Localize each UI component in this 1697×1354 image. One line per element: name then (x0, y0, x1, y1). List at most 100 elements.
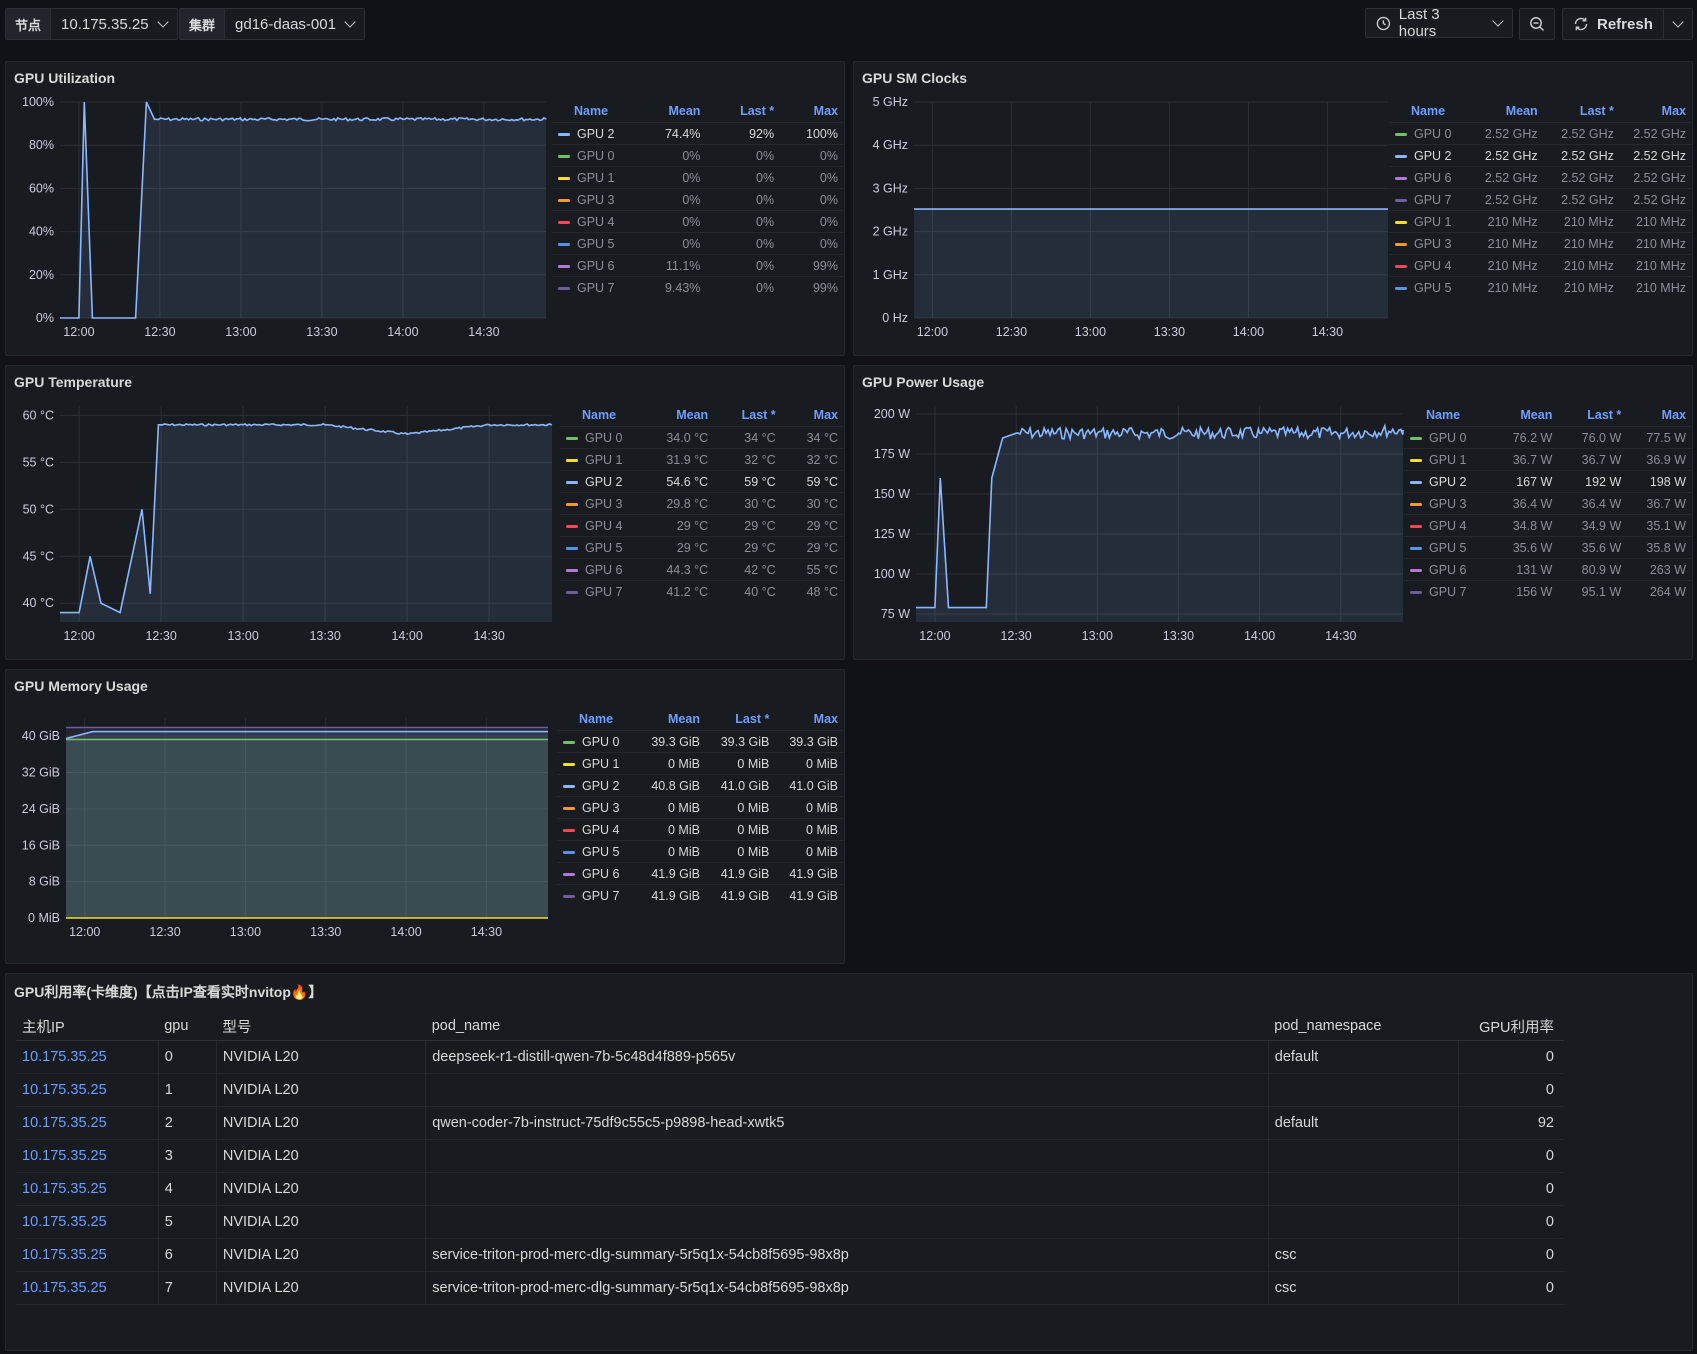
legend-header-last[interactable]: Last * (741, 408, 776, 422)
legend-row[interactable]: GPU 4 210 MHz 210 MHz 210 MHz (1389, 254, 1692, 277)
legend-row[interactable]: GPU 3 210 MHz 210 MHz 210 MHz (1389, 232, 1692, 255)
legend-header-last[interactable]: Last * (740, 104, 775, 118)
host-ip-link[interactable]: 10.175.35.25 (16, 1172, 159, 1206)
legend-row[interactable]: GPU 2 2.52 GHz 2.52 GHz 2.52 GHz (1389, 144, 1692, 167)
legend-header-name[interactable]: Name (1426, 408, 1461, 422)
panel-gpu-utilization[interactable]: GPU Utilization 100% 80% 60% 40% 20% 0% 12:00 1… (5, 61, 845, 356)
host-ip-link[interactable]: 10.175.35.25 (16, 1238, 159, 1272)
legend-row[interactable]: GPU 0 39.3 GiB 39.3 GiB 39.3 GiB (557, 730, 844, 753)
legend-row[interactable]: GPU 5 29 °C 29 °C 29 °C (560, 536, 844, 559)
column-header[interactable]: pod_name (425, 1012, 1269, 1041)
legend-row[interactable]: GPU 0 76.2 W 76.0 W 77.5 W (1404, 426, 1692, 449)
legend-header-name[interactable]: Name (574, 104, 609, 118)
column-header[interactable]: 型号 (216, 1012, 426, 1041)
legend-max-value: 2.52 GHz (1619, 122, 1692, 145)
legend-header-mean[interactable]: Mean (676, 408, 709, 422)
chart-gpu-sm-clocks[interactable]: 5 GHz 4 GHz 3 GHz 2 GHz 1 GHz 0 Hz 12:00 12:30 1… (862, 95, 1388, 340)
legend-header-last[interactable]: Last * (735, 712, 770, 726)
legend-max-value: 0% (780, 144, 844, 167)
legend-row[interactable]: GPU 4 29 °C 29 °C 29 °C (560, 514, 844, 537)
column-header[interactable]: GPU利用率 (1458, 1012, 1564, 1041)
legend-header-mean[interactable]: Mean (1505, 104, 1538, 118)
panel-title: GPU利用率(卡维度)【点击IP查看实时nvitop🔥】 (14, 984, 323, 1000)
legend-row[interactable]: GPU 2 74.4% 92% 100% (552, 122, 844, 145)
legend-row[interactable]: GPU 1 210 MHz 210 MHz 210 MHz (1389, 210, 1692, 233)
zoom-out-button[interactable] (1519, 8, 1555, 40)
clock-icon (1376, 16, 1391, 30)
legend-header-mean[interactable]: Mean (668, 712, 700, 726)
series-line-gpu-2[interactable] (60, 422, 553, 614)
legend-row[interactable]: GPU 3 29.8 °C 30 °C 30 °C (560, 492, 844, 515)
legend-series-name: GPU 0 (1389, 122, 1471, 145)
legend-header-max[interactable]: Max (813, 104, 838, 118)
legend-header-name[interactable]: Name (582, 408, 617, 422)
legend-row[interactable]: GPU 3 36.4 W 36.4 W 36.7 W (1404, 492, 1692, 515)
panel-gpu-memory-usage[interactable]: GPU Memory Usage 40 GiB 32 GiB 24 GiB 16 Gi… (5, 669, 845, 964)
legend-row[interactable]: GPU 1 0% 0% 0% (552, 166, 844, 189)
host-ip-link[interactable]: 10.175.35.25 (16, 1139, 159, 1173)
refresh-interval-dropdown[interactable] (1664, 9, 1692, 39)
panel-gpu-temperature[interactable]: GPU Temperature 60 °C 55 °C 50 °C 45 °C 40 °… (5, 365, 845, 660)
refresh-button[interactable]: Refresh (1563, 9, 1664, 39)
series-line-gpu-2[interactable] (60, 101, 547, 319)
legend-row[interactable]: GPU 6 44.3 °C 42 °C 55 °C (560, 558, 844, 581)
host-ip-link[interactable]: 10.175.35.25 (16, 1271, 159, 1305)
node-select[interactable]: 10.175.35.25 (51, 9, 177, 39)
legend-row[interactable]: GPU 5 0% 0% 0% (552, 232, 844, 255)
series-line-gpu-2[interactable] (916, 423, 1404, 609)
column-header[interactable]: gpu (158, 1012, 217, 1041)
legend-row[interactable]: GPU 0 0% 0% 0% (552, 144, 844, 167)
chart-gpu-power-usage[interactable]: 200 W 175 W 150 W 125 W 100 W 75 W 12:00 12:30 1… (862, 406, 1404, 644)
legend-header-max[interactable]: Max (1661, 408, 1686, 422)
host-ip-link[interactable]: 10.175.35.25 (16, 1205, 159, 1239)
legend-row[interactable]: GPU 7 156 W 95.1 W 264 W (1404, 580, 1692, 602)
series-line-gpu-2[interactable] (65, 730, 548, 740)
legend-header-max[interactable]: Max (1661, 104, 1686, 118)
legend-header-mean[interactable]: Mean (1520, 408, 1553, 422)
legend-row[interactable]: GPU 2 54.6 °C 59 °C 59 °C (560, 470, 844, 493)
legend-row[interactable]: GPU 1 36.7 W 36.7 W 36.9 W (1404, 448, 1692, 471)
legend-row[interactable]: GPU 4 34.8 W 34.9 W 35.1 W (1404, 514, 1692, 537)
panel-gpu-sm-clocks[interactable]: GPU SM Clocks 5 GHz 4 GHz 3 GHz 2 GHz 1 GHz 0… (853, 61, 1693, 356)
legend-row[interactable]: GPU 3 0% 0% 0% (552, 188, 844, 211)
host-ip-link[interactable]: 10.175.35.25 (16, 1106, 159, 1140)
legend-row[interactable]: GPU 2 167 W 192 W 198 W (1404, 470, 1692, 493)
legend-row[interactable]: GPU 7 41.2 °C 40 °C 48 °C (560, 580, 844, 602)
legend-row[interactable]: GPU 6 41.9 GiB 41.9 GiB 41.9 GiB (557, 862, 844, 885)
column-header[interactable]: 主机IP (16, 1012, 159, 1041)
legend-row[interactable]: GPU 6 11.1% 0% 99% (552, 254, 844, 277)
legend-row[interactable]: GPU 4 0% 0% 0% (552, 210, 844, 233)
legend-header-name[interactable]: Name (1411, 104, 1446, 118)
time-range-picker[interactable]: Last 3 hours (1365, 6, 1513, 40)
host-ip-link[interactable]: 10.175.35.25 (16, 1073, 159, 1107)
host-ip-link[interactable]: 10.175.35.25 (16, 1040, 159, 1074)
legend-row[interactable]: GPU 6 2.52 GHz 2.52 GHz 2.52 GHz (1389, 166, 1692, 189)
column-header[interactable]: pod_namespace (1268, 1012, 1459, 1041)
legend-row[interactable]: GPU 7 41.9 GiB 41.9 GiB 41.9 GiB (557, 884, 844, 906)
legend-row[interactable]: GPU 0 2.52 GHz 2.52 GHz 2.52 GHz (1389, 122, 1692, 145)
legend-row[interactable]: GPU 2 40.8 GiB 41.0 GiB 41.0 GiB (557, 774, 844, 797)
legend-header-last[interactable]: Last * (1579, 104, 1614, 118)
cluster-select[interactable]: gd16-daas-001 (225, 9, 364, 39)
legend-header-name[interactable]: Name (579, 712, 614, 726)
legend-row[interactable]: GPU 5 210 MHz 210 MHz 210 MHz (1389, 276, 1692, 298)
chart-gpu-memory-usage[interactable]: 40 GiB 32 GiB 24 GiB 16 GiB 8 GiB 0 MiB 12:00 1… (14, 718, 548, 940)
legend-header-row: Name Mean Last * Max (560, 404, 844, 427)
legend-row[interactable]: GPU 1 31.9 °C 32 °C 32 °C (560, 448, 844, 471)
legend-row[interactable]: GPU 7 2.52 GHz 2.52 GHz 2.52 GHz (1389, 188, 1692, 211)
panel-gpu-power-usage[interactable]: GPU Power Usage 200 W 175 W 150 W 125 W 100 … (853, 365, 1693, 660)
chart-gpu-temperature[interactable]: 60 °C 55 °C 50 °C 45 °C 40 °C 12:00 12:30 13:00… (14, 406, 553, 644)
legend-row[interactable]: GPU 0 34.0 °C 34 °C 34 °C (560, 426, 844, 449)
legend-row[interactable]: GPU 6 131 W 80.9 W 263 W (1404, 558, 1692, 581)
chart-gpu-utilization[interactable]: 100% 80% 60% 40% 20% 0% 12:00 12:30 13:00 13:30 14… (14, 95, 547, 340)
legend-header-max[interactable]: Max (813, 712, 838, 726)
legend-row[interactable]: GPU 7 9.43% 0% 99% (552, 276, 844, 298)
legend-header-last[interactable]: Last * (1587, 408, 1622, 422)
legend-header-mean[interactable]: Mean (668, 104, 701, 118)
legend-header-max[interactable]: Max (813, 408, 838, 422)
legend-row[interactable]: GPU 5 35.6 W 35.6 W 35.8 W (1404, 536, 1692, 559)
